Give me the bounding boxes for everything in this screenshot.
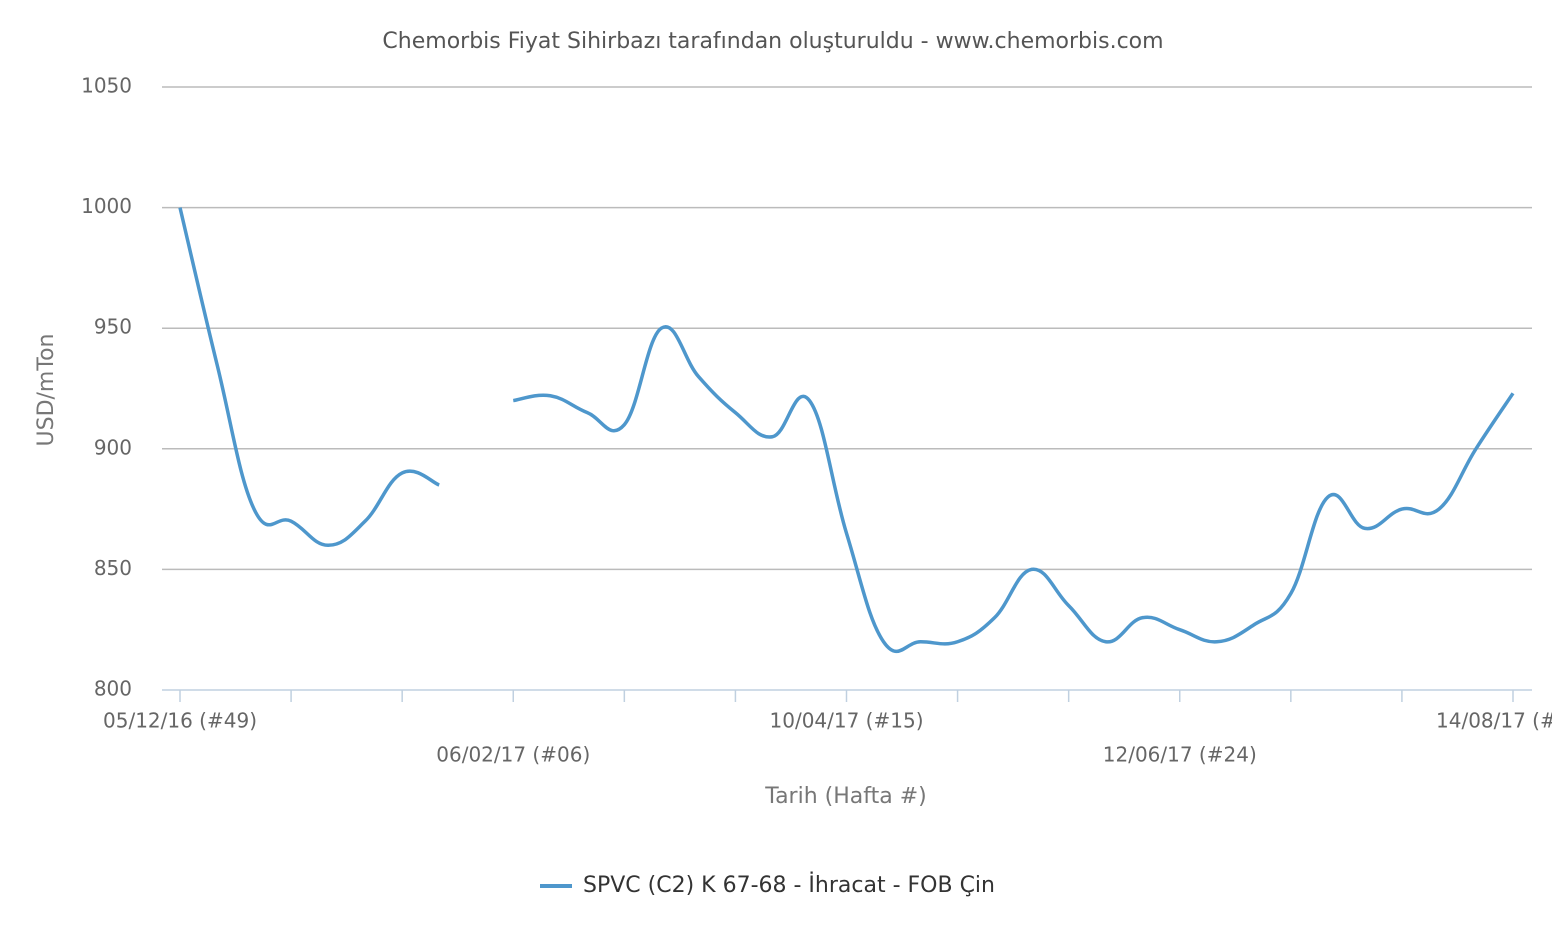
y-axis-title: USD/mTon	[34, 334, 59, 447]
y-tick-label: 1000	[81, 194, 132, 218]
y-tick-label: 850	[94, 556, 132, 580]
y-tick-label: 800	[94, 677, 132, 701]
x-tick-label: 05/12/16 (#49)	[103, 709, 257, 733]
x-tick-label: 14/08/17 (#33)	[1436, 709, 1552, 733]
x-axis-title: Tarih (Hafta #)	[764, 784, 926, 809]
y-tick-label: 1050	[81, 74, 132, 98]
y-tick-label: 900	[94, 435, 132, 459]
line-series	[178, 207, 1515, 654]
x-tick-label: 06/02/17 (#06)	[436, 743, 590, 767]
x-tick-label: 10/04/17 (#15)	[770, 709, 924, 733]
x-tick-label: 12/06/17 (#24)	[1103, 743, 1257, 767]
legend-label: SPVC (C2) K 67-68 - İhracat - FOB Çin	[583, 872, 995, 898]
y-tick-label: 950	[94, 315, 132, 339]
chart-title: Chemorbis Fiyat Sihirbazı tarafından olu…	[382, 29, 1163, 54]
